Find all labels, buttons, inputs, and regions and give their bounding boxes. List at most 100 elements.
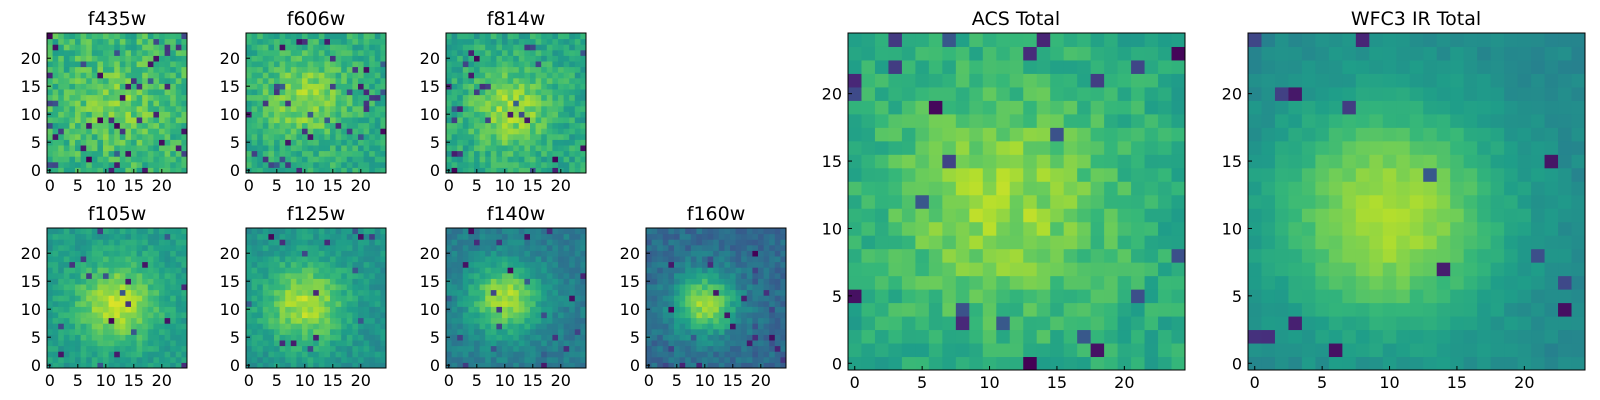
- heatmap-cell: [352, 328, 359, 335]
- heatmap-cell: [713, 228, 720, 235]
- heatmap-cell: [114, 44, 121, 51]
- heatmap-cell: [746, 289, 753, 296]
- heatmap-cell: [108, 228, 115, 235]
- heatmap-cell: [502, 356, 509, 363]
- heatmap-cell: [251, 139, 258, 146]
- heatmap-cell: [335, 33, 342, 40]
- heatmap-cell: [142, 44, 149, 51]
- heatmap-cell: [861, 289, 876, 304]
- heatmap-cell: [257, 38, 264, 45]
- heatmap-cell: [69, 300, 76, 307]
- heatmap-cell: [330, 145, 337, 152]
- heatmap-cell: [479, 351, 486, 358]
- heatmap-cell: [668, 278, 675, 285]
- heatmap-cell: [285, 122, 292, 129]
- heatmap-cell: [763, 306, 770, 313]
- heatmap-cell: [724, 340, 731, 347]
- heatmap-cell: [86, 284, 93, 291]
- x-tick-label: 20: [751, 371, 771, 390]
- heatmap-cell: [97, 334, 104, 341]
- heatmap-cell: [942, 235, 957, 250]
- heatmap-cell: [246, 161, 253, 168]
- heatmap-cell: [502, 250, 509, 257]
- heatmap-cell: [369, 261, 376, 268]
- heatmap-cell: [313, 228, 320, 235]
- heatmap-cell: [307, 33, 314, 40]
- heatmap-cell: [335, 167, 342, 174]
- heatmap-cell: [668, 300, 675, 307]
- heatmap-cell: [91, 272, 98, 279]
- y-tick-label: 5: [630, 328, 640, 347]
- heatmap-cell: [679, 300, 686, 307]
- heatmap-cell: [164, 295, 171, 302]
- heatmap-cell: [80, 83, 87, 90]
- heatmap-cell: [888, 235, 903, 250]
- heatmap-cell: [313, 161, 320, 168]
- heatmap-cell: [175, 328, 182, 335]
- heatmap-cell: [136, 250, 143, 257]
- x-tick-label: 10: [495, 371, 515, 390]
- heatmap-cell: [346, 133, 353, 140]
- heatmap-cell: [251, 94, 258, 101]
- heatmap-cell: [108, 334, 115, 341]
- heatmap-cell: [490, 312, 497, 319]
- heatmap-cell: [446, 300, 453, 307]
- heatmap-cell: [479, 295, 486, 302]
- y-tick-label: 20: [21, 244, 41, 263]
- heatmap-cell: [1036, 316, 1051, 331]
- heatmap-cell: [330, 267, 337, 274]
- heatmap-cell: [490, 111, 497, 118]
- heatmap-cell: [142, 250, 149, 257]
- heatmap-cell: [374, 250, 381, 257]
- heatmap-cell: [942, 140, 957, 155]
- heatmap-cell: [730, 300, 737, 307]
- heatmap-cell: [1104, 127, 1119, 142]
- heatmap-cell: [262, 300, 269, 307]
- heatmap-cell: [574, 362, 581, 369]
- heatmap-cell: [369, 49, 376, 56]
- heatmap-cell: [330, 334, 337, 341]
- heatmap-cell: [730, 356, 737, 363]
- heatmap-cell: [279, 161, 286, 168]
- heatmap-cell: [103, 228, 110, 235]
- heatmap-cell: [341, 345, 348, 352]
- heatmap-cell: [713, 328, 720, 335]
- heatmap-cell: [1023, 167, 1038, 182]
- heatmap-cell: [574, 340, 581, 347]
- heatmap-cell: [268, 256, 275, 263]
- heatmap-cell: [296, 161, 303, 168]
- heatmap-cell: [552, 272, 559, 279]
- heatmap-cell: [75, 61, 82, 68]
- heatmap-cell: [175, 334, 182, 341]
- heatmap-cell: [352, 244, 359, 251]
- heatmap-cell: [848, 167, 862, 182]
- heatmap-cell: [569, 233, 576, 240]
- heatmap-cell: [888, 154, 903, 169]
- heatmap-cell: [324, 55, 331, 62]
- heatmap-cell: [513, 83, 520, 90]
- heatmap-cell: [324, 312, 331, 319]
- heatmap-cell: [888, 356, 903, 371]
- heatmap-cell: [1144, 329, 1159, 344]
- heatmap-cell: [969, 356, 984, 371]
- heatmap-cell: [147, 44, 154, 51]
- heatmap-cell: [541, 128, 548, 135]
- heatmap-cell: [313, 250, 320, 257]
- heatmap-cell: [502, 66, 509, 73]
- heatmap-cell: [380, 55, 387, 62]
- heatmap-cell: [58, 295, 65, 302]
- heatmap-cell: [257, 323, 264, 330]
- heatmap-cell: [580, 83, 587, 90]
- heatmap-cell: [318, 250, 325, 257]
- heatmap-cell: [774, 272, 781, 279]
- heatmap-cell: [341, 105, 348, 112]
- heatmap-cell: [80, 300, 87, 307]
- heatmap-cell: [125, 300, 132, 307]
- heatmap-cell: [363, 312, 370, 319]
- heatmap-cell: [563, 122, 570, 129]
- heatmap-cell: [490, 128, 497, 135]
- heatmap-cell: [318, 351, 325, 358]
- heatmap-cell: [552, 122, 559, 129]
- heatmap-cell: [80, 44, 87, 51]
- heatmap-cell: [1144, 208, 1159, 223]
